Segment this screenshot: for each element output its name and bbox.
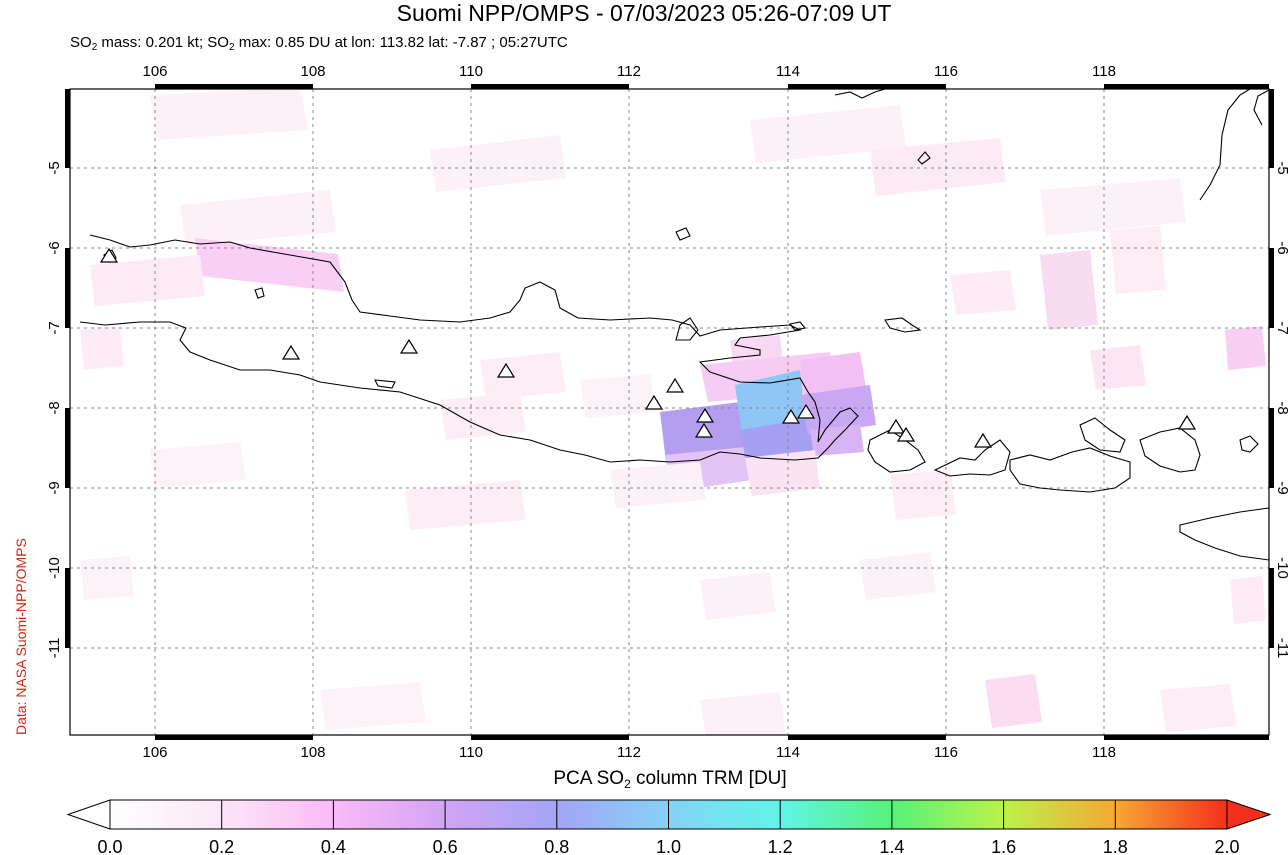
svg-text:-6: -6 [1274,241,1288,254]
colorbar-ticks: 0.0 0.2 0.4 0.6 0.8 1.0 1.2 1.4 1.6 1.8 … [97,837,1239,855]
svg-text:-5: -5 [1274,161,1288,174]
svg-text:116: 116 [934,744,958,761]
triangle-icon [644,394,664,410]
svg-text:110: 110 [459,63,483,80]
svg-text:106: 106 [142,63,167,80]
svg-text:1.2: 1.2 [768,837,793,855]
lon-labels-top: 106 108 110 112 114 116 118 [142,63,1115,80]
triangle-icon [399,338,419,354]
svg-text:-8: -8 [46,401,63,414]
triangle-icon [896,426,916,442]
svg-text:110: 110 [459,744,483,761]
svg-text:118: 118 [1092,744,1116,761]
svg-text:-5: -5 [46,161,63,174]
svg-text:112: 112 [617,63,641,80]
svg-text:-11: -11 [1274,638,1288,659]
triangle-icon [886,418,906,434]
svg-text:-9: -9 [46,481,63,494]
lat-labels-right: -5 -6 -7 -8 -9 -10 -11 [1274,161,1288,658]
svg-text:-11: -11 [46,638,63,659]
svg-text:114: 114 [776,63,800,80]
svg-text:-7: -7 [1274,321,1288,334]
colorbar-label: PCA SO2 column TRM [DU] [553,768,787,791]
triangle-icon [694,422,714,438]
triangle-icon [796,403,816,419]
triangle-icon [496,362,516,378]
svg-text:108: 108 [300,744,325,761]
svg-text:0.8: 0.8 [544,837,569,855]
svg-text:108: 108 [300,63,325,80]
lon-labels-bottom: 106 108 110 112 114 116 118 [142,744,1115,761]
triangle-icon [1177,414,1197,430]
svg-text:0.6: 0.6 [433,837,458,855]
coastlines [79,89,1269,561]
colorbar: 0.0 0.2 0.4 0.6 0.8 1.0 1.2 1.4 1.6 1.8 … [66,799,1272,855]
colorbar-min-arrow [66,799,111,830]
svg-text:-6: -6 [46,241,63,254]
svg-text:2.0: 2.0 [1214,837,1239,855]
svg-text:0.0: 0.0 [97,837,122,855]
svg-text:116: 116 [934,63,958,80]
frame-ticks [65,84,1274,740]
triangle-icon [973,432,993,448]
svg-text:-8: -8 [1274,401,1288,414]
triangle-icon [781,408,801,424]
svg-text:-7: -7 [46,321,63,334]
triangle-icon [665,377,685,393]
lat-labels-left: -5 -6 -7 -8 -9 -10 -11 [46,161,63,658]
map-title: Suomi NPP/OMPS - 07/03/2023 05:26-07:09 … [396,0,892,26]
svg-text:112: 112 [617,744,641,761]
svg-text:114: 114 [776,744,800,761]
so2-summary: SO2 mass: 0.201 kt; SO2 max: 0.85 DU at … [70,34,568,53]
svg-text:0.2: 0.2 [209,837,234,855]
volcano-markers [99,247,1197,448]
svg-text:1.0: 1.0 [656,837,681,855]
svg-text:1.4: 1.4 [879,837,904,855]
svg-text:-10: -10 [1274,557,1288,579]
colorbar-max-arrow [1226,799,1272,830]
svg-text:0.4: 0.4 [321,837,346,855]
svg-text:118: 118 [1092,63,1116,80]
svg-text:-9: -9 [1274,481,1288,494]
triangle-icon [281,344,301,360]
triangle-icon [99,247,119,263]
svg-text:1.6: 1.6 [991,837,1016,855]
svg-text:-10: -10 [46,557,63,579]
triangle-icon [695,407,715,423]
so2-pixels [80,89,1266,735]
svg-text:106: 106 [142,744,167,761]
svg-text:1.8: 1.8 [1103,837,1128,855]
graticule [70,89,1269,735]
